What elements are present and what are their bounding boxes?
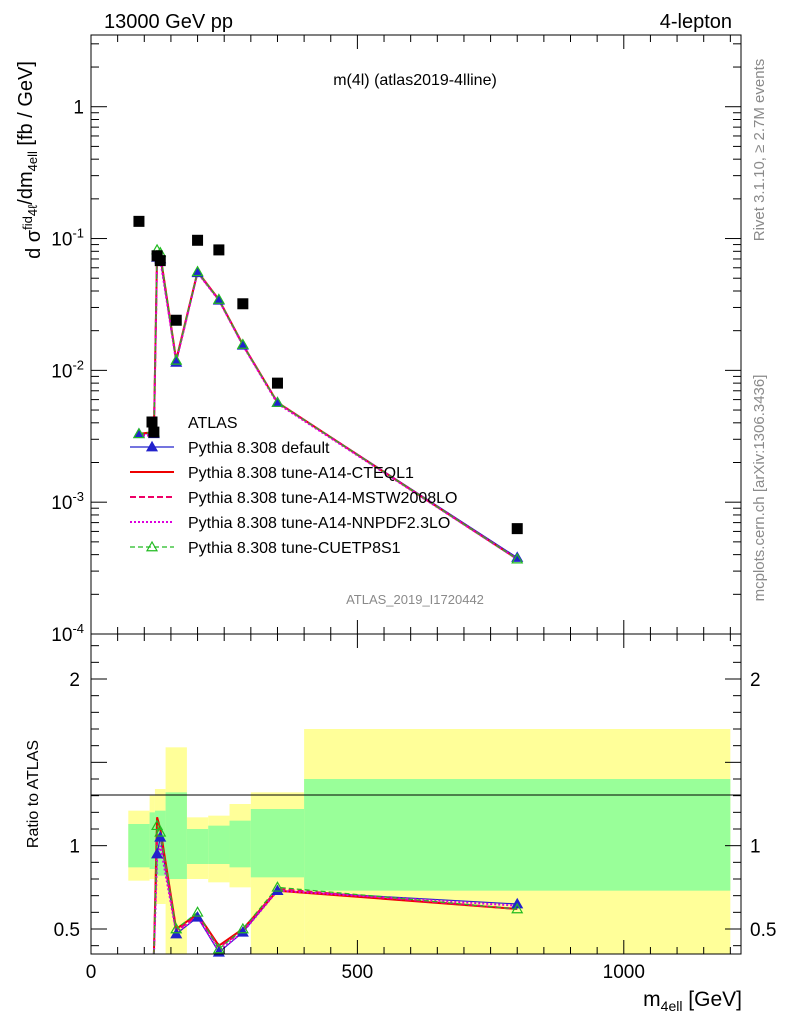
legend-label: Pythia 8.308 tune-A14-NNPDF2.3LO — [188, 515, 450, 532]
header-energy: 13000 GeV pp — [104, 11, 233, 33]
ratio-series-marker — [271, 884, 284, 896]
ratio-y-tick-label: 2 — [69, 670, 80, 691]
ratio-series-marker — [212, 942, 225, 954]
atlas-data-point — [170, 314, 182, 326]
atlas-data-point — [148, 426, 160, 438]
x-tick-label: 500 — [342, 962, 374, 983]
ratio-series-line — [152, 845, 518, 955]
mcplots-label: mcplots.cern.ch [arXiv:1306.3436] — [751, 375, 768, 602]
ratio-band-inner — [165, 792, 187, 879]
ratio-series-marker — [154, 831, 167, 842]
legend: ATLAS Pythia 8.308 default Pythia 8.308 tu… — [130, 415, 457, 557]
legend-label: Pythia 8.308 tune-CUETP8S1 — [188, 540, 401, 557]
ratio-y-tick-label-right: 1 — [750, 837, 761, 858]
atlas-data-point — [213, 244, 225, 256]
main-series-marker — [170, 354, 183, 365]
atlas-data-point — [154, 255, 166, 267]
legend-label: Pythia 8.308 tune-A14-CTEQL1 — [188, 465, 414, 482]
ratio-series-marker — [170, 922, 183, 934]
ratio-series-marker — [151, 847, 164, 859]
ratio-band-inner — [149, 812, 155, 869]
main-series-line — [138, 250, 518, 560]
main-y-tick-label: 10-2 — [51, 357, 84, 382]
main-series-marker — [212, 293, 225, 304]
main-series-marker — [271, 396, 284, 407]
main-y-tick-label: 10-1 — [51, 226, 84, 251]
atlas-data-point — [133, 215, 145, 227]
ratio-series-marker — [154, 826, 167, 837]
ratio-series-marker — [236, 926, 249, 937]
x-tick-labels: 0 500 1000 — [86, 962, 645, 983]
ratio-series-marker — [511, 902, 524, 914]
plot-title: m(4l) (atlas2019-4lline) — [333, 72, 497, 89]
analysis-id: ATLAS_2019_I1720442 — [346, 592, 484, 607]
ratio-series — [151, 817, 524, 957]
x-tick-label: 1000 — [603, 962, 645, 983]
ratio-series-marker — [170, 927, 183, 939]
ratio-y-tick-label: 0.5 — [54, 920, 80, 941]
ratio-band-inner — [186, 829, 209, 864]
atlas-data-point — [271, 377, 283, 389]
ratio-series-marker — [151, 819, 164, 831]
ratio-y-tick-labels: 0.5 0.5 1 1 2 2 — [54, 670, 777, 941]
ratio-frame — [90, 633, 742, 955]
ratio-band-inner — [128, 824, 150, 868]
header-channel: 4-lepton — [660, 11, 732, 33]
ratio-series-marker — [191, 906, 204, 917]
main-y-axis-label: d σfid4ℓ/dm4ell [fb / GeV] — [15, 61, 45, 259]
main-series-line — [138, 248, 518, 560]
ratio-band-inner — [229, 820, 251, 868]
atlas-data-point — [237, 298, 249, 310]
main-y-tick-label: 1 — [73, 98, 84, 119]
atlas-data-point — [192, 234, 204, 246]
legend-label: Pythia 8.308 tune-A14-MSTW2008LO — [188, 490, 457, 507]
x-axis-label: m4ell [GeV] — [643, 988, 742, 1014]
main-series-marker — [191, 265, 204, 277]
main-series-marker — [236, 338, 249, 349]
ratio-y-axis-label: Ratio to ATLAS — [25, 740, 42, 848]
ratio-series-marker — [191, 911, 204, 922]
legend-marker — [145, 540, 159, 552]
ratio-series-marker — [236, 922, 249, 934]
main-plot: 10-4 10-3 10-2 10-1 1 m(4l) (atlas2019-4llin… — [15, 34, 742, 646]
atlas-data-points — [133, 215, 523, 535]
ratio-y-tick-label-right: 2 — [750, 670, 761, 691]
ratio-band-inner — [250, 809, 305, 878]
main-y-tick-label: 10-4 — [51, 621, 84, 646]
legend-marker-atlas — [146, 416, 158, 428]
ratio-y-tick-label: 1 — [69, 837, 80, 858]
legend-label: Pythia 8.308 default — [188, 440, 330, 457]
x-tick-label: 0 — [86, 962, 97, 983]
ratio-uncertainty-bands — [128, 729, 731, 954]
legend-label: ATLAS — [188, 415, 238, 432]
ratio-band-inner — [154, 810, 166, 876]
main-series-marker — [511, 552, 524, 564]
main-series-marker — [132, 427, 145, 439]
ratio-band-inner — [208, 825, 230, 864]
main-series-line — [138, 252, 518, 560]
ratio-series-marker — [271, 881, 284, 892]
rivet-version-label: Rivet 3.1.10, ≥ 2.7M events — [751, 59, 768, 242]
main-ticks — [90, 35, 741, 635]
main-y-tick-label: 10-3 — [51, 489, 84, 514]
atlas-data-point — [511, 523, 523, 535]
ratio-y-tick-label-right: 0.5 — [750, 920, 776, 941]
legend-marker — [145, 440, 159, 452]
main-series-line — [139, 256, 518, 559]
main-y-tick-labels: 10-4 10-3 10-2 10-1 1 — [51, 98, 84, 646]
ratio-band-inner — [304, 779, 731, 891]
ratio-plot: 0.5 0.5 1 1 2 2 0 500 1000 Ratio to ATLAS m4ell… — [25, 633, 777, 1014]
